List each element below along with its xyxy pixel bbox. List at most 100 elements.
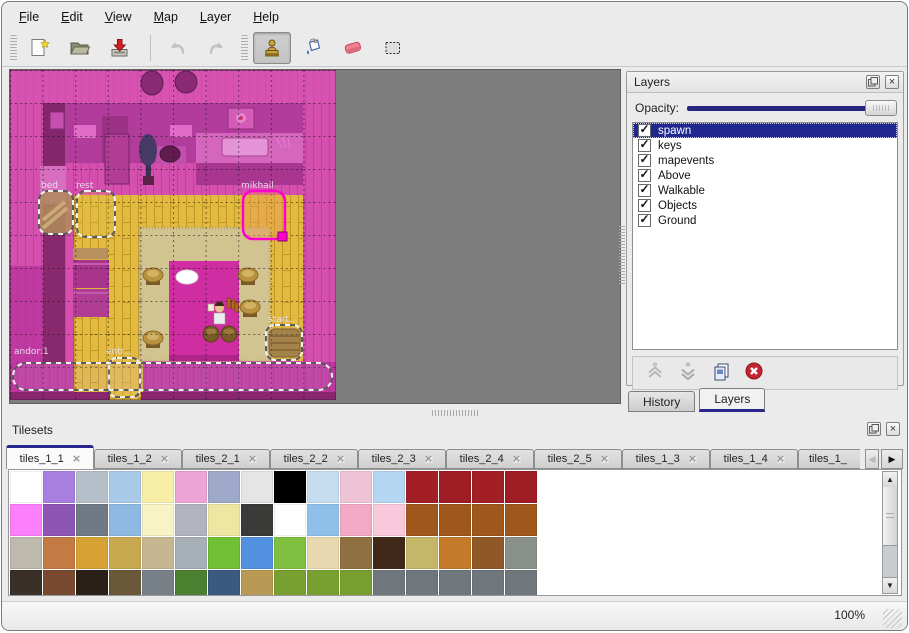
tileset-tile[interactable]	[340, 504, 372, 536]
scroll-down-icon[interactable]: ▼	[883, 577, 897, 593]
layer-visibility-checkbox[interactable]: ✓	[638, 182, 651, 197]
layer-visibility-checkbox[interactable]: ✓	[638, 212, 651, 227]
layer-row-spawn[interactable]: ✓ spawn	[633, 123, 897, 138]
menu-help[interactable]: Help	[253, 10, 279, 24]
tileset-tile[interactable]	[175, 471, 207, 503]
dock-splitter-handle[interactable]	[619, 226, 625, 284]
duplicate-layer-button[interactable]	[711, 361, 731, 386]
menu-map[interactable]: Map	[153, 10, 178, 24]
layers-panel-titlebar[interactable]: Layers ×	[627, 72, 903, 93]
tools-toolbar-drag-handle[interactable]	[241, 35, 248, 61]
tileset-tile[interactable]	[406, 471, 438, 503]
tileset-tile[interactable]	[373, 471, 405, 503]
opacity-slider-handle[interactable]	[865, 100, 897, 116]
tileset-tile[interactable]	[373, 570, 405, 595]
menu-edit[interactable]: Edit	[61, 10, 83, 24]
tileset-tile[interactable]	[175, 570, 207, 595]
tileset-tile[interactable]	[76, 504, 108, 536]
close-tilesets-icon[interactable]: ×	[886, 422, 900, 436]
float-panel-icon[interactable]	[866, 75, 880, 89]
layer-row-above[interactable]: ✓ Above	[633, 168, 897, 183]
delete-layer-button[interactable]	[744, 361, 764, 386]
tileset-tile[interactable]	[241, 537, 273, 569]
bucket-fill-button[interactable]	[295, 33, 331, 63]
tileset-tile[interactable]	[505, 537, 537, 569]
tileset-tile[interactable]	[274, 471, 306, 503]
new-map-button[interactable]	[22, 33, 58, 63]
tileset-tile[interactable]	[10, 570, 42, 595]
close-tab-icon[interactable]: ×	[160, 451, 169, 466]
tab-history[interactable]: History	[628, 391, 696, 412]
stamp-brush-button[interactable]	[253, 32, 291, 64]
tileset-tile[interactable]	[208, 570, 240, 595]
scrollbar-thumb[interactable]	[883, 487, 897, 546]
tileset-tab[interactable]: tiles_1_4 ×	[710, 449, 798, 469]
tileset-tile[interactable]	[142, 504, 174, 536]
redo-button[interactable]	[199, 33, 235, 63]
lower-layer-button[interactable]	[678, 361, 698, 386]
tileset-tile[interactable]	[109, 570, 141, 595]
tileset-tile[interactable]	[43, 570, 75, 595]
tileset-tile[interactable]	[142, 537, 174, 569]
float-tilesets-icon[interactable]	[867, 422, 881, 436]
object-resize-handle[interactable]	[277, 231, 288, 242]
tileset-tile[interactable]	[439, 537, 471, 569]
menu-view[interactable]: View	[104, 10, 132, 24]
tileset-tile[interactable]	[274, 504, 306, 536]
tileset-tile[interactable]	[307, 537, 339, 569]
horizontal-splitter-handle[interactable]	[432, 410, 480, 416]
layer-visibility-checkbox[interactable]: ✓	[638, 197, 651, 212]
tileset-tile[interactable]	[274, 570, 306, 595]
tileset-tile[interactable]	[76, 570, 108, 595]
tileset-tile[interactable]	[373, 537, 405, 569]
map-object-andor[interactable]: andor:1	[12, 347, 333, 391]
rectangular-select-button[interactable]	[375, 33, 411, 63]
tileset-tile[interactable]	[439, 504, 471, 536]
tileset-tile[interactable]	[142, 570, 174, 595]
tileset-tab[interactable]: tiles_2_1 ×	[182, 449, 270, 469]
opacity-slider[interactable]	[687, 100, 897, 116]
tileset-tile[interactable]	[373, 504, 405, 536]
tileset-tile[interactable]	[43, 471, 75, 503]
layer-visibility-checkbox[interactable]: ✓	[638, 152, 651, 167]
layer-row-ground[interactable]: ✓ Ground	[633, 213, 897, 228]
layer-visibility-checkbox[interactable]: ✓	[638, 137, 651, 152]
layer-row-keys[interactable]: ✓ keys	[633, 138, 897, 153]
tileset-tile[interactable]	[274, 537, 306, 569]
tab-scroll-left-button[interactable]: ◀	[865, 449, 879, 469]
tileset-tile[interactable]	[439, 471, 471, 503]
raise-layer-button[interactable]	[645, 361, 665, 386]
tileset-tab[interactable]: tiles_2_3 ×	[358, 449, 446, 469]
tileset-tile[interactable]	[10, 504, 42, 536]
layer-row-objects[interactable]: ✓ Objects	[633, 198, 897, 213]
tileset-tile[interactable]	[241, 471, 273, 503]
tileset-tile[interactable]	[208, 471, 240, 503]
tileset-tile[interactable]	[505, 504, 537, 536]
tileset-tab[interactable]: tiles_1_	[798, 449, 860, 469]
scroll-up-icon[interactable]: ▲	[883, 472, 897, 488]
save-map-button[interactable]	[102, 33, 138, 63]
tileset-vertical-scrollbar[interactable]: ▲ ▼	[882, 471, 898, 594]
tileset-tile[interactable]	[472, 471, 504, 503]
tileset-tile[interactable]	[439, 570, 471, 595]
tileset-tile[interactable]	[43, 504, 75, 536]
tab-layers[interactable]: Layers	[699, 388, 766, 412]
tileset-tile[interactable]	[109, 504, 141, 536]
tileset-tile[interactable]	[472, 504, 504, 536]
map-object-rest[interactable]: rest	[76, 181, 116, 238]
tileset-tile[interactable]	[76, 471, 108, 503]
toolbar-drag-handle[interactable]	[10, 35, 17, 61]
map-object-mikhail-selected[interactable]: mikhail	[241, 181, 288, 242]
close-tab-icon[interactable]: ×	[424, 451, 433, 466]
tileset-tile[interactable]	[208, 504, 240, 536]
tileset-tile[interactable]	[142, 471, 174, 503]
tileset-tile[interactable]	[10, 537, 42, 569]
close-tab-icon[interactable]: ×	[248, 451, 257, 466]
tileset-tile[interactable]	[340, 471, 372, 503]
tileset-tile[interactable]	[43, 537, 75, 569]
layer-row-mapevents[interactable]: ✓ mapevents	[633, 153, 897, 168]
undo-button[interactable]	[159, 33, 195, 63]
tileset-tile[interactable]	[208, 537, 240, 569]
resize-grip[interactable]	[883, 609, 902, 628]
close-tab-icon[interactable]: ×	[512, 451, 521, 466]
